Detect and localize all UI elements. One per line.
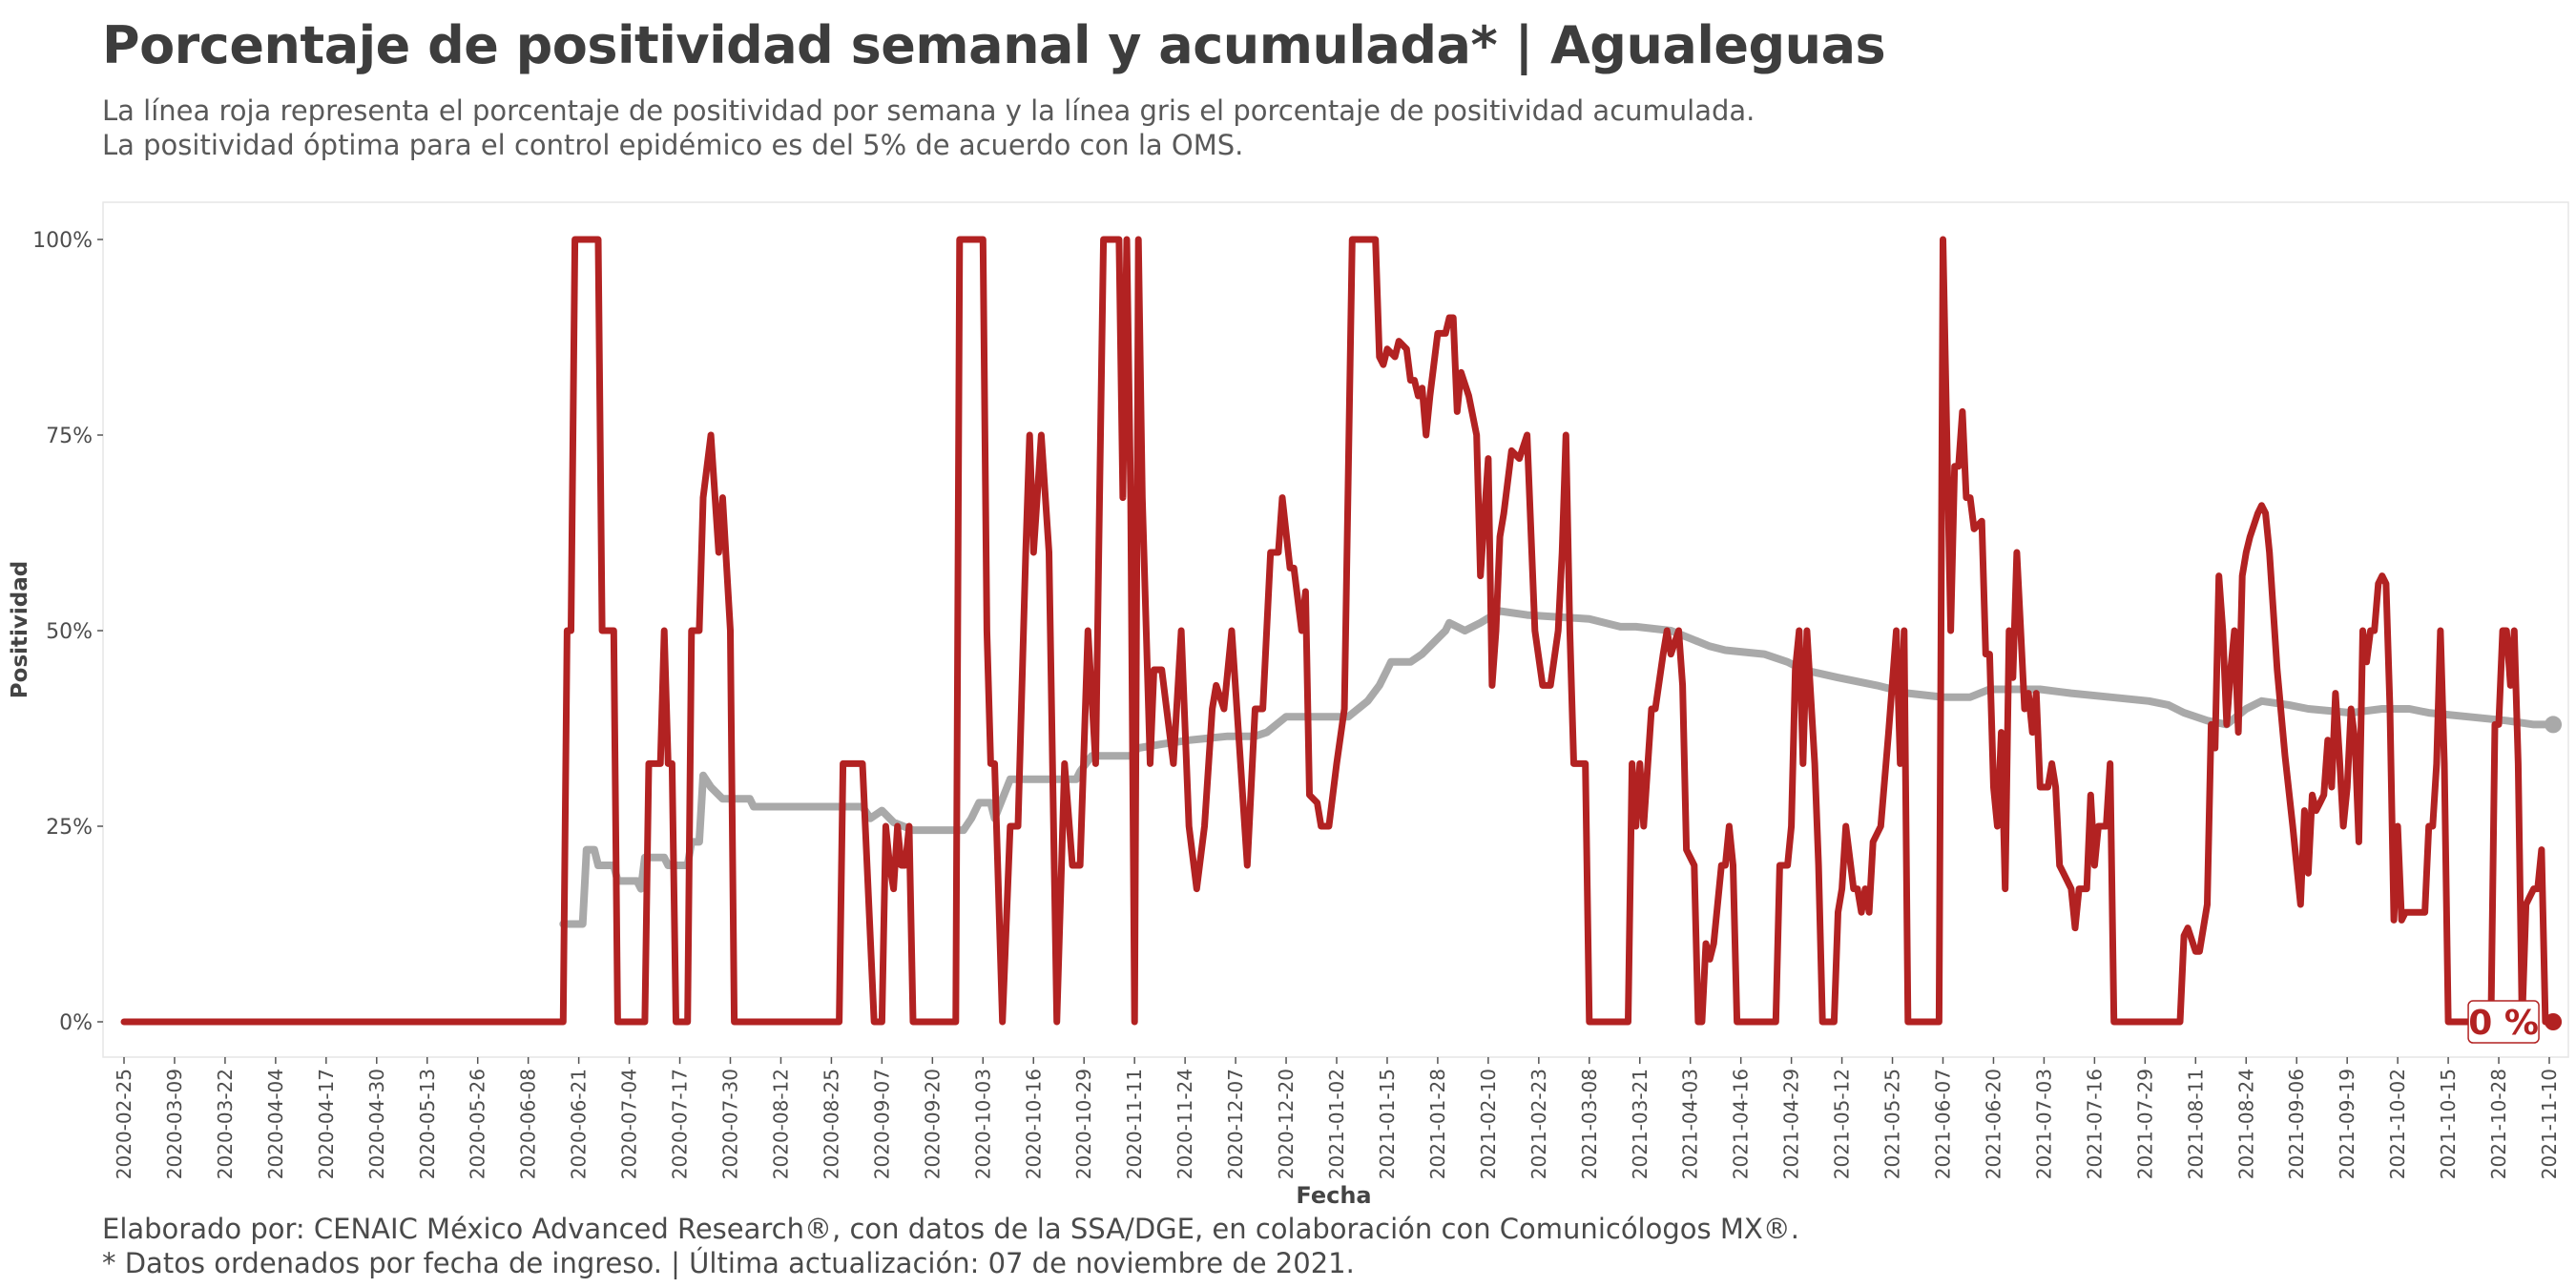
subtitle-line-2: La positividad óptima para el control ep… (102, 129, 1244, 161)
x-tick-label: 2021-09-19 (2336, 1069, 2358, 1179)
x-tick-label: 2020-09-07 (870, 1069, 893, 1179)
x-tick-label: 2021-06-07 (1932, 1069, 1955, 1179)
x-tick-label: 2020-11-24 (1174, 1069, 1196, 1179)
x-tick-label: 2020-07-04 (618, 1069, 641, 1179)
x-tick-label: 2020-02-25 (113, 1069, 135, 1179)
x-tick-label: 2021-01-15 (1376, 1069, 1399, 1179)
cumulative-end-point (2545, 716, 2563, 734)
series-layer: 0 % (120, 236, 2563, 1044)
x-tick-label: 2020-10-29 (1072, 1069, 1095, 1179)
x-tick-label: 2021-07-29 (2133, 1069, 2156, 1179)
plot-panel (102, 201, 2569, 1058)
x-tick-label: 2020-06-21 (568, 1069, 591, 1179)
x-tick-label: 2021-03-08 (1578, 1069, 1601, 1179)
x-tick-label: 2021-05-12 (1831, 1069, 1854, 1179)
x-tick-label: 2021-04-03 (1679, 1069, 1702, 1179)
subtitle-line-1: La línea roja representa el porcentaje d… (102, 94, 1755, 127)
x-tick-label: 2020-05-13 (416, 1069, 439, 1179)
x-tick-label: 2021-05-25 (1881, 1069, 1904, 1179)
x-tick-label: 2021-01-28 (1426, 1069, 1449, 1179)
x-tick-label: 2020-11-11 (1123, 1069, 1146, 1179)
chart-caption: Elaborado por: CENAIC México Advanced Re… (102, 1212, 1799, 1280)
x-tick-label: 2020-08-25 (820, 1069, 842, 1179)
end-value-label-box (2467, 1000, 2540, 1044)
x-tick-label: 2021-08-11 (2184, 1069, 2207, 1179)
x-tick-label: 2021-02-10 (1477, 1069, 1500, 1179)
x-tick-label: 2020-04-30 (365, 1069, 388, 1179)
x-tick-label: 2021-04-29 (1780, 1069, 1803, 1179)
x-tick-label: 2020-10-03 (971, 1069, 994, 1179)
x-tick-label: 2021-08-24 (2234, 1069, 2257, 1179)
y-tick-label: 100% (32, 229, 93, 253)
y-tick-label: 50% (46, 620, 93, 644)
weekly-positivity-line (120, 236, 2557, 1026)
x-tick-label: 2021-07-03 (2032, 1069, 2055, 1179)
x-tick-label: 2020-04-17 (315, 1069, 338, 1179)
x-tick-label: 2021-02-23 (1527, 1069, 1550, 1179)
y-tick-label: 75% (46, 425, 93, 448)
x-tick-label: 2020-07-17 (669, 1069, 692, 1179)
weekly-end-point (2545, 1013, 2563, 1030)
x-tick-label: 2021-11-10 (2538, 1069, 2561, 1179)
x-tick-label: 2020-04-04 (264, 1069, 287, 1179)
x-tick-label: 2021-03-21 (1629, 1069, 1652, 1179)
x-tick-label: 2021-09-06 (2285, 1069, 2308, 1179)
x-tick-label: 2021-01-02 (1325, 1069, 1348, 1179)
x-tick-label: 2020-09-20 (921, 1069, 944, 1179)
end-value-label: 0 % (2468, 1004, 2539, 1043)
x-axis-title: Fecha (1296, 1182, 1371, 1209)
x-tick-label: 2021-10-28 (2487, 1069, 2510, 1179)
x-tick-label: 2020-07-30 (719, 1069, 742, 1179)
caption-line-2: * Datos ordenados por fecha de ingreso. … (102, 1247, 1355, 1279)
x-tick-label: 2020-03-22 (214, 1069, 237, 1179)
x-tick-label: 2021-10-02 (2386, 1069, 2409, 1179)
x-tick-label: 2020-06-08 (517, 1069, 540, 1179)
x-tick-label: 2021-04-16 (1730, 1069, 1753, 1179)
x-tick-label: 2020-08-12 (769, 1069, 792, 1179)
x-tick-label: 2021-06-20 (1982, 1069, 2005, 1179)
x-tick-label: 2021-07-16 (2083, 1069, 2106, 1179)
x-tick-label: 2020-03-09 (163, 1069, 186, 1179)
x-tick-label: 2020-12-07 (1224, 1069, 1247, 1179)
y-axis-title: Positividad (8, 561, 32, 698)
chart-subtitle: La línea roja representa el porcentaje d… (102, 93, 1755, 162)
cumulative-positivity-line (559, 607, 2558, 928)
chart-title: Porcentaje de positividad semanal y acum… (102, 15, 1886, 75)
y-tick-label: 25% (46, 816, 93, 840)
x-tick-label: 2021-10-15 (2437, 1069, 2460, 1179)
x-tick-label: 2020-10-16 (1022, 1069, 1045, 1179)
x-axis: 2020-02-25 2020-03-09 2020-03-22 2020-04-04… (113, 1057, 2561, 1179)
y-axis: 0% 25% 50% 75% 100% (32, 229, 103, 1035)
y-tick-label: 0% (59, 1011, 93, 1035)
x-tick-label: 2020-05-26 (467, 1069, 489, 1179)
x-tick-label: 2020-12-20 (1275, 1069, 1298, 1179)
caption-line-1: Elaborado por: CENAIC México Advanced Re… (102, 1213, 1799, 1245)
